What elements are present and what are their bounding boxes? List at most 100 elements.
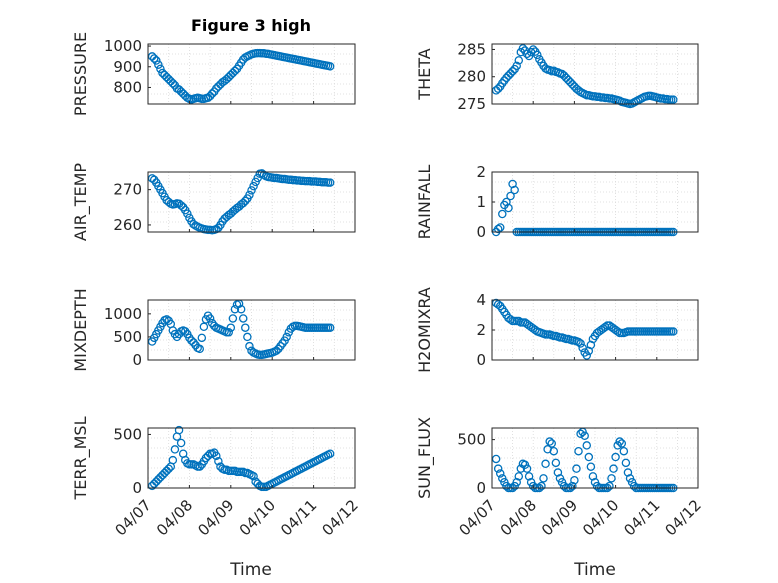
y-tick-label: 2 [476, 321, 486, 339]
y-axis-label: TERR_MSL [71, 416, 91, 500]
data-point [547, 439, 556, 448]
data-point [154, 60, 163, 69]
data-point [230, 66, 240, 76]
data-point [224, 328, 233, 337]
subplot-air-temp: 260 270 AIR_TEMP [71, 163, 356, 241]
data-point [226, 323, 236, 332]
data-point [212, 451, 221, 461]
data-point [162, 315, 171, 324]
data-point [498, 209, 507, 219]
data-point [282, 332, 291, 342]
data-point [615, 437, 624, 446]
data-point [325, 62, 335, 71]
data-point [187, 336, 196, 345]
data-point [149, 54, 159, 63]
y-tick-label: 0 [476, 223, 486, 241]
x-tick-label: 04/12 [662, 496, 705, 539]
y-tick-label: 0 [132, 479, 142, 497]
axes-box [147, 299, 356, 361]
data-point [249, 471, 258, 481]
data-point [514, 472, 524, 481]
y-tick-label: 500 [457, 431, 486, 449]
data-point [549, 446, 559, 456]
data-point [588, 472, 598, 481]
data-point [247, 186, 256, 195]
data-point [508, 67, 517, 76]
data-point [243, 332, 252, 342]
subplot-h2omixra: 0 2 4 H2OMIXRA [415, 287, 699, 373]
y-tick-label: 0 [132, 351, 142, 369]
data-point [537, 481, 546, 491]
figure-title: Figure 3 high [191, 16, 311, 35]
data-point [613, 327, 622, 336]
x-tick-label: 04/07 [112, 496, 155, 539]
data-point [524, 472, 534, 481]
x-tick-label: 04/08 [153, 496, 196, 539]
x-tick-label: 04/07 [456, 496, 499, 539]
data-point [617, 439, 627, 448]
y-tick-label: 260 [113, 216, 142, 234]
data-point [197, 333, 207, 343]
y-tick-label: 900 [113, 58, 142, 76]
data-point [241, 196, 250, 206]
data-point [512, 477, 521, 487]
data-point [605, 481, 614, 491]
data-point [510, 185, 519, 195]
data-point [669, 327, 678, 336]
data-point [199, 322, 209, 332]
data-point [551, 458, 561, 468]
data-point [582, 351, 592, 360]
y-tick-label: 280 [457, 68, 486, 86]
data-point [249, 181, 258, 191]
data-point [528, 45, 538, 54]
y-tick-label: 500 [113, 425, 142, 443]
y-tick-label: 285 [457, 40, 486, 58]
data-point [491, 454, 501, 464]
data-point [607, 474, 616, 483]
y-axis-label: MIXDEPTH [71, 288, 90, 371]
data-point [518, 44, 528, 53]
x-tick-label: 04/10 [236, 496, 279, 539]
data-point [574, 446, 583, 456]
data-point [584, 452, 594, 462]
x-tick-label: 04/11 [277, 496, 320, 539]
x-tick-label: 04/10 [579, 496, 622, 539]
axes-box [147, 171, 356, 233]
data-point [522, 464, 532, 473]
data-point [238, 198, 248, 208]
y-axis-label: SUN_FLUX [415, 417, 435, 499]
subplot-rainfall: 0 1 2 RAINFALL [415, 163, 699, 241]
y-tick-label: 0 [476, 351, 486, 369]
data-point [533, 50, 542, 60]
data-point [541, 459, 550, 469]
axes-box [147, 427, 356, 489]
data-point [241, 323, 250, 332]
data-point [506, 191, 515, 201]
data-point [183, 209, 192, 218]
x-tick-label: 04/09 [194, 496, 237, 539]
data-point [168, 79, 178, 88]
subplot-theta: 275 280 285 THETA [415, 40, 699, 113]
data-point [230, 304, 240, 314]
data-point [493, 84, 503, 93]
y-axis-label: H2OMIXRA [415, 287, 434, 373]
data-point [545, 437, 554, 446]
y-tick-label: 800 [113, 78, 142, 96]
data-point [228, 314, 238, 323]
data-point [176, 201, 186, 210]
data-point [570, 476, 579, 485]
x-tick-label: 04/09 [538, 496, 581, 539]
data-point [576, 429, 585, 439]
subplot-mixdepth: 0 500 1000 MIXDEPTH [71, 288, 356, 372]
data-point [619, 446, 629, 456]
data-point [493, 224, 503, 234]
x-axis-label-right: Time [573, 560, 616, 580]
data-point [568, 481, 577, 491]
data-point [582, 441, 592, 450]
data-point [553, 468, 563, 477]
data-point [621, 458, 631, 468]
y-tick-label: 1 [476, 193, 486, 211]
data-point [195, 462, 204, 471]
